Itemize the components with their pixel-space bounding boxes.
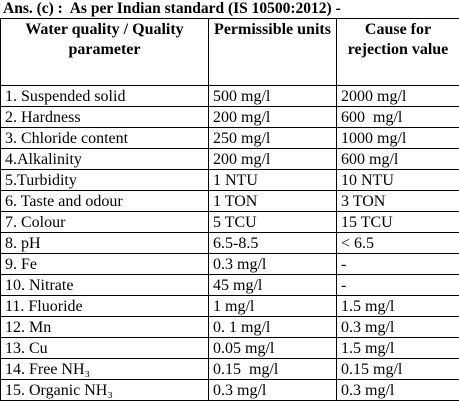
table-cell: -	[337, 254, 459, 275]
table-cell: 500 mg/l	[209, 86, 337, 107]
table-cell: 2. Hardness	[1, 107, 209, 128]
table-cell: 9. Fe	[1, 254, 209, 275]
column-header: Water quality / Quality parameter	[1, 19, 209, 86]
table-cell: 3 TON	[337, 191, 459, 212]
title: Ans. (c) : As per Indian standard (IS 10…	[0, 0, 459, 18]
table-cell: 5.Turbidity	[1, 170, 209, 191]
table-cell: 0.15 mg/l	[337, 359, 459, 380]
table-cell: 12. Mn	[1, 317, 209, 338]
table-cell: 1000 mg/l	[337, 128, 459, 149]
table-cell: 0.3 mg/l	[337, 380, 459, 401]
table-cell: < 6.5	[337, 233, 459, 254]
table-cell: 6. Taste and odour	[1, 191, 209, 212]
table-cell: 600 mg/l	[337, 107, 459, 128]
table-cell: 15. Organic NH₃	[1, 380, 209, 401]
column-header: Cause for rejection value	[337, 19, 459, 86]
table-cell: 0.3 mg/l	[209, 254, 337, 275]
table-cell: 7. Colour	[1, 212, 209, 233]
table-cell: 1.5 mg/l	[337, 296, 459, 317]
table-cell: 11. Fluoride	[1, 296, 209, 317]
table-cell: 8. pH	[1, 233, 209, 254]
table-cell: 200 mg/l	[209, 107, 337, 128]
table-cell: 0. 1 mg/l	[209, 317, 337, 338]
table-cell: 0.3 mg/l	[337, 317, 459, 338]
table-cell: 1. Suspended solid	[1, 86, 209, 107]
table-cell: 600 mg/l	[337, 149, 459, 170]
table-cell: -	[337, 275, 459, 296]
table-cell: 45 mg/l	[209, 275, 337, 296]
table-cell: 15 TCU	[337, 212, 459, 233]
column-header: Permissible units	[209, 19, 337, 86]
table-cell: 4.Alkalinity	[1, 149, 209, 170]
table-cell: 2000 mg/l	[337, 86, 459, 107]
table-cell: 14. Free NH₃	[1, 359, 209, 380]
table-cell: 0.3 mg/l	[209, 380, 337, 401]
table-cell: 1 mg/l	[209, 296, 337, 317]
table-cell: 6.5-8.5	[209, 233, 337, 254]
table-cell: 10. Nitrate	[1, 275, 209, 296]
table-cell: 0.05 mg/l	[209, 338, 337, 359]
table-cell: 3. Chloride content	[1, 128, 209, 149]
table-cell: 1.5 mg/l	[337, 338, 459, 359]
table-cell: 250 mg/l	[209, 128, 337, 149]
table-cell: 0.15 mg/l	[209, 359, 337, 380]
table-cell: 1 TON	[209, 191, 337, 212]
table-cell: 1 NTU	[209, 170, 337, 191]
table-cell: 5 TCU	[209, 212, 337, 233]
table-cell: 200 mg/l	[209, 149, 337, 170]
table-cell: 13. Cu	[1, 338, 209, 359]
table-cell: 10 NTU	[337, 170, 459, 191]
